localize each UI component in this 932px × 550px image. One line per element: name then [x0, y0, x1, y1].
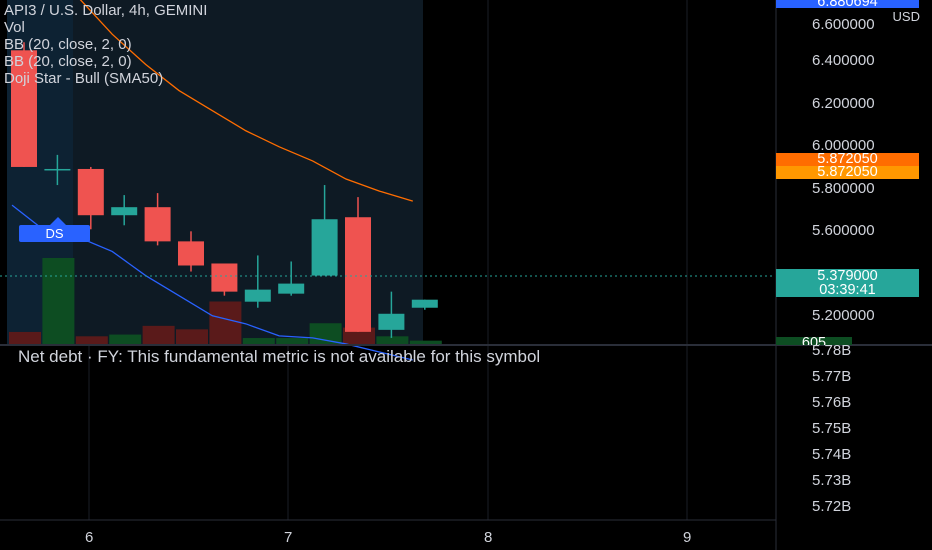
bb-orange-tag-2: 5.872050 [776, 165, 919, 179]
volume-bar [9, 331, 41, 345]
price-label: 6.600000 [812, 16, 875, 33]
time-label: 8 [484, 529, 493, 546]
last-price-tag: 5.379000 03:39:41 [776, 269, 919, 297]
netdebt-axis-label: 5.78B [812, 342, 852, 359]
netdebt-axis-label: 5.76B [812, 394, 852, 411]
doji-star-badge[interactable]: DS [19, 217, 90, 242]
bb-upper-tag: 6.880694 [776, 0, 919, 8]
volume-bar [276, 338, 309, 345]
price-label: 6.000000 [812, 137, 875, 154]
legend-doji[interactable]: Doji Star - Bull (SMA50) [4, 70, 164, 87]
candle-body [211, 263, 238, 292]
volume-tag: 605 [776, 337, 852, 345]
bar-countdown: 03:39:41 [819, 282, 876, 298]
candle-body [311, 219, 338, 276]
net-debt-message: Net debt · FY: This fundamental metric i… [18, 347, 541, 366]
volume-bar [242, 338, 275, 345]
bb-orange-tag-1: 5.872050 [776, 152, 919, 166]
last-price: 5.379000 [817, 268, 878, 284]
netdebt-axis-label: 5.77B [812, 368, 852, 385]
volume-bar [343, 327, 375, 345]
candle-body [111, 207, 138, 216]
netdebt-axis-label: 5.75B [812, 420, 852, 437]
price-label: 5.600000 [812, 222, 875, 239]
volume-bar [309, 323, 342, 345]
candle-body [178, 241, 204, 266]
netdebt-axis-label: 5.74B [812, 446, 852, 463]
candle-body [11, 50, 37, 167]
currency-label[interactable]: USD [892, 9, 920, 24]
bb-upper-line [79, 0, 413, 202]
volume-bar [409, 340, 442, 345]
time-label: 9 [683, 529, 692, 546]
volume-bars [9, 258, 442, 345]
candles [11, 42, 438, 338]
price-label: 5.200000 [812, 307, 875, 324]
volume-bar [176, 329, 208, 345]
volume-bar [42, 258, 75, 345]
candle-body [144, 207, 171, 242]
volume-bar [209, 301, 242, 345]
candle-body [77, 168, 104, 216]
volume-bar [109, 334, 142, 345]
price-label: 5.800000 [812, 180, 875, 197]
netdebt-axis-label: 5.72B [812, 498, 852, 515]
symbol-title[interactable]: API3 / U.S. Dollar, 4h, GEMINI [4, 2, 208, 19]
candle-body [278, 283, 305, 294]
price-label: 6.400000 [812, 52, 875, 69]
candle-body [411, 299, 438, 308]
candle-body [378, 313, 405, 330]
time-label: 6 [85, 529, 94, 546]
legend-bb-2[interactable]: BB (20, close, 2, 0) [4, 53, 132, 70]
legend-vol[interactable]: Vol [4, 19, 25, 36]
candle-body [345, 217, 371, 332]
volume-bar [75, 336, 108, 345]
time-label: 7 [284, 529, 293, 546]
price-label: 6.200000 [812, 95, 875, 112]
legend-bb-1[interactable]: BB (20, close, 2, 0) [4, 36, 132, 53]
volume-bar [376, 336, 409, 345]
volume-bar [142, 325, 175, 345]
netdebt-axis-label: 5.73B [812, 472, 852, 489]
candle-body [244, 289, 271, 302]
candle-body [44, 168, 71, 171]
